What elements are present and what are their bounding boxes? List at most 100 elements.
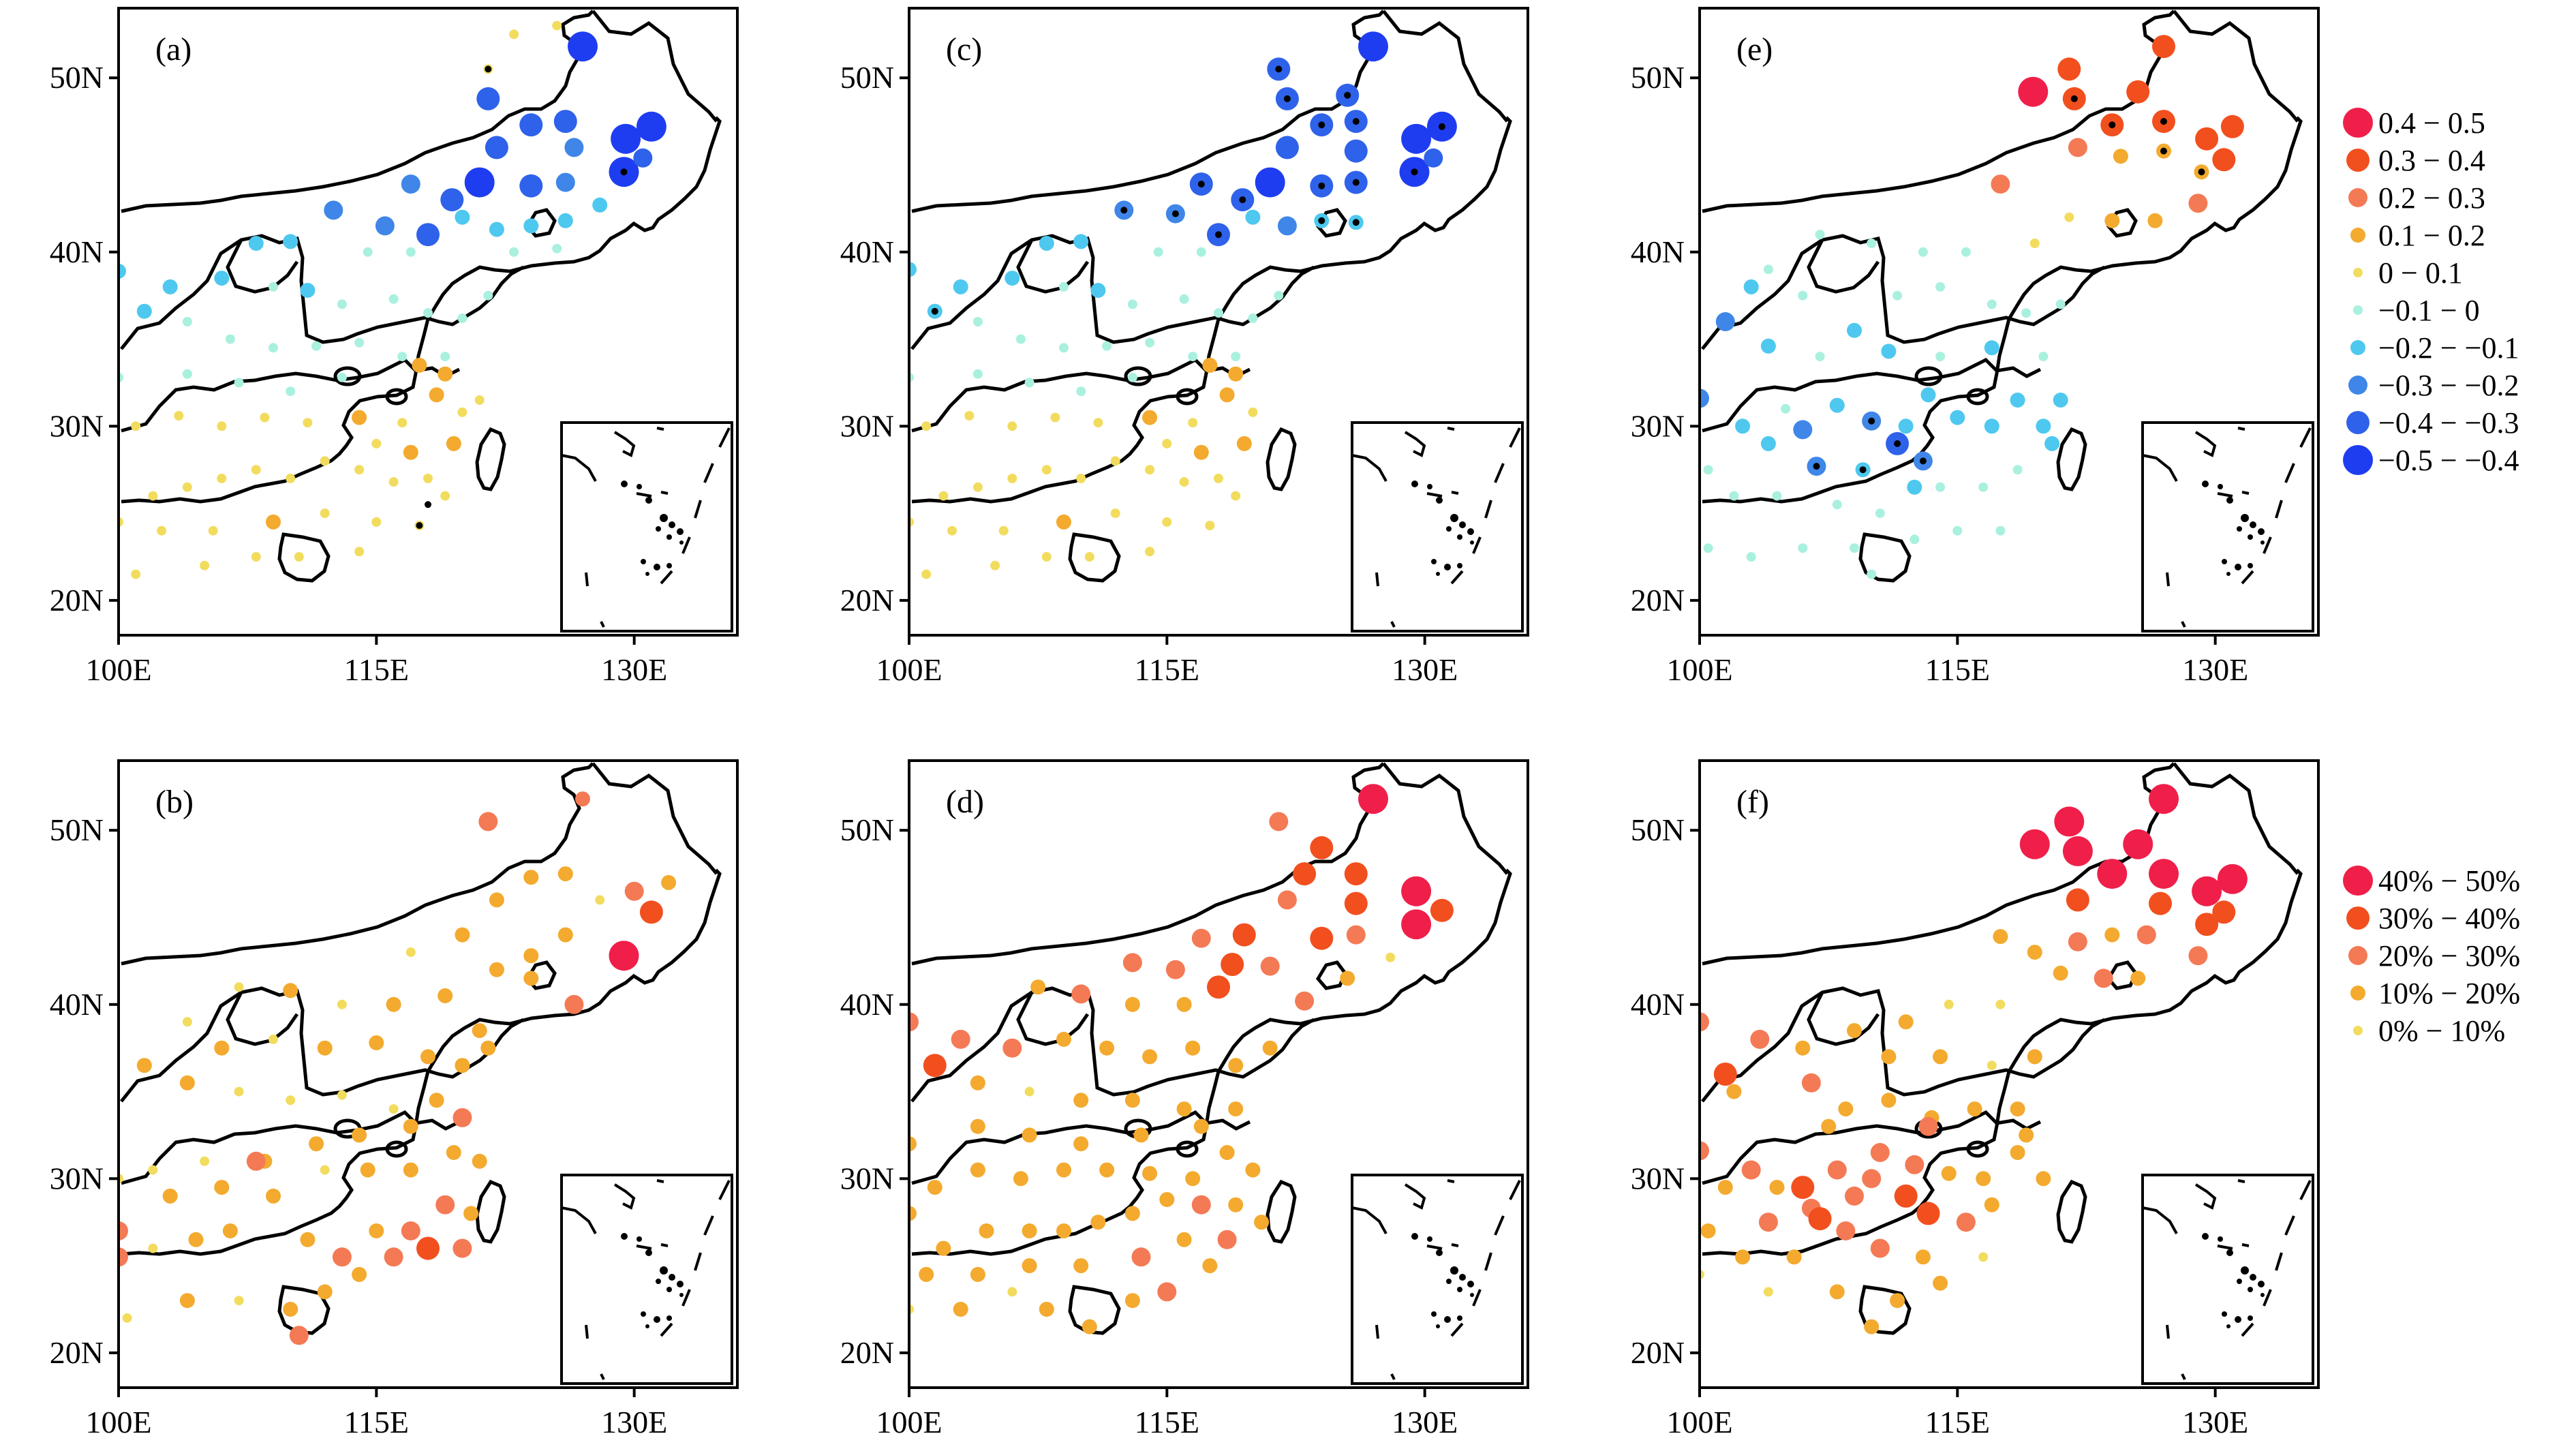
station-marker	[403, 1118, 418, 1134]
station-marker	[1207, 975, 1230, 999]
station-marker	[478, 812, 498, 832]
legend-marker	[2346, 149, 2370, 172]
station-marker	[375, 216, 395, 236]
station-marker	[438, 988, 453, 1003]
station-marker	[416, 223, 440, 247]
y-tick-label: 30N	[1631, 408, 1685, 443]
legend-label: 0.2 − 0.3	[2378, 181, 2485, 215]
station-marker	[440, 352, 450, 362]
station-marker	[1850, 543, 1859, 553]
station-marker	[136, 1058, 152, 1073]
station-marker	[1791, 1176, 1815, 1200]
station-marker	[446, 436, 461, 451]
station-marker	[1041, 552, 1052, 562]
station-marker	[1228, 1101, 1244, 1117]
station-marker	[611, 123, 641, 154]
y-tick-label: 20N	[840, 1335, 894, 1370]
panel-frame	[117, 7, 739, 637]
station-marker	[246, 1151, 266, 1171]
station-marker	[1987, 299, 1997, 309]
station-marker	[1145, 547, 1155, 557]
station-marker	[1188, 418, 1198, 428]
y-tick-label: 50N	[1631, 812, 1685, 847]
x-tick-label: 100E	[1666, 652, 1732, 687]
station-marker	[1763, 264, 1773, 275]
station-marker	[320, 508, 330, 519]
station-marker	[2053, 965, 2068, 981]
station-marker	[455, 209, 470, 225]
station-marker	[1090, 283, 1106, 298]
station-marker	[1700, 388, 1709, 408]
station-marker	[1022, 1258, 1037, 1274]
station-marker	[1310, 836, 1334, 859]
station-marker	[970, 1118, 985, 1134]
significance-dot	[1318, 217, 1325, 224]
significance-dot	[931, 307, 938, 315]
station-marker	[1122, 953, 1142, 973]
station-marker	[188, 1232, 204, 1247]
station-marker	[1967, 1101, 1982, 1117]
station-marker	[1179, 294, 1189, 304]
station-marker	[2136, 925, 2156, 945]
station-marker	[970, 1075, 985, 1090]
station-marker	[208, 525, 218, 536]
station-marker	[2068, 932, 2087, 951]
station-marker	[909, 262, 917, 277]
station-marker	[519, 174, 543, 198]
station-marker	[1193, 444, 1209, 460]
station-marker	[1217, 1230, 1237, 1249]
station-marker	[2113, 149, 2128, 164]
station-marker	[162, 1188, 178, 1204]
station-marker	[2195, 127, 2219, 151]
significance-dot	[1239, 196, 1246, 204]
station-marker	[429, 387, 444, 403]
station-marker	[972, 482, 983, 492]
station-marker	[489, 962, 504, 977]
station-marker	[1763, 1287, 1773, 1297]
significance-dot	[1171, 210, 1179, 217]
station-marker	[148, 1243, 158, 1253]
station-marker	[2010, 1101, 2025, 1117]
station-marker	[633, 148, 653, 168]
station-marker	[998, 525, 1009, 536]
station-marker	[405, 247, 416, 257]
station-marker	[303, 418, 313, 428]
station-marker	[1991, 174, 2010, 194]
x-tick-label: 100E	[85, 1405, 151, 1439]
station-marker	[1870, 1143, 1890, 1162]
station-marker	[1110, 456, 1120, 466]
station-marker	[2068, 138, 2087, 157]
legend-marker	[2343, 445, 2373, 475]
station-marker	[1769, 1180, 1785, 1195]
station-marker	[1918, 1116, 1938, 1136]
legend-label: −0.1 − 0	[2378, 294, 2480, 327]
x-tick-label: 130E	[1392, 1405, 1458, 1439]
station-marker	[1984, 1197, 1999, 1212]
station-marker	[1274, 290, 1284, 301]
x-tick-label: 130E	[2182, 1405, 2248, 1439]
station-marker	[1933, 1049, 1948, 1065]
station-marker	[1159, 1192, 1175, 1207]
significance-dot	[2070, 95, 2078, 102]
station-marker	[1758, 1212, 1778, 1232]
station-marker	[1760, 436, 1776, 451]
station-marker	[1176, 1232, 1192, 1247]
station-marker	[1845, 1186, 1864, 1206]
station-marker	[2212, 900, 2236, 924]
station-marker	[2019, 1127, 2034, 1143]
station-marker	[947, 525, 957, 536]
station-marker	[1248, 313, 1258, 323]
station-marker	[1905, 1155, 1925, 1174]
station-marker	[1961, 247, 1971, 257]
station-marker	[1935, 352, 1946, 362]
station-marker	[555, 172, 575, 192]
station-marker	[636, 111, 666, 142]
station-marker	[457, 313, 467, 323]
station-marker	[200, 1156, 210, 1166]
y-tick-label: 20N	[50, 1335, 104, 1370]
station-marker	[1030, 979, 1046, 995]
station-marker	[1013, 1171, 1028, 1187]
legend-marker	[2353, 1026, 2363, 1035]
station-marker	[1228, 1058, 1244, 1073]
station-marker	[2021, 308, 2031, 318]
